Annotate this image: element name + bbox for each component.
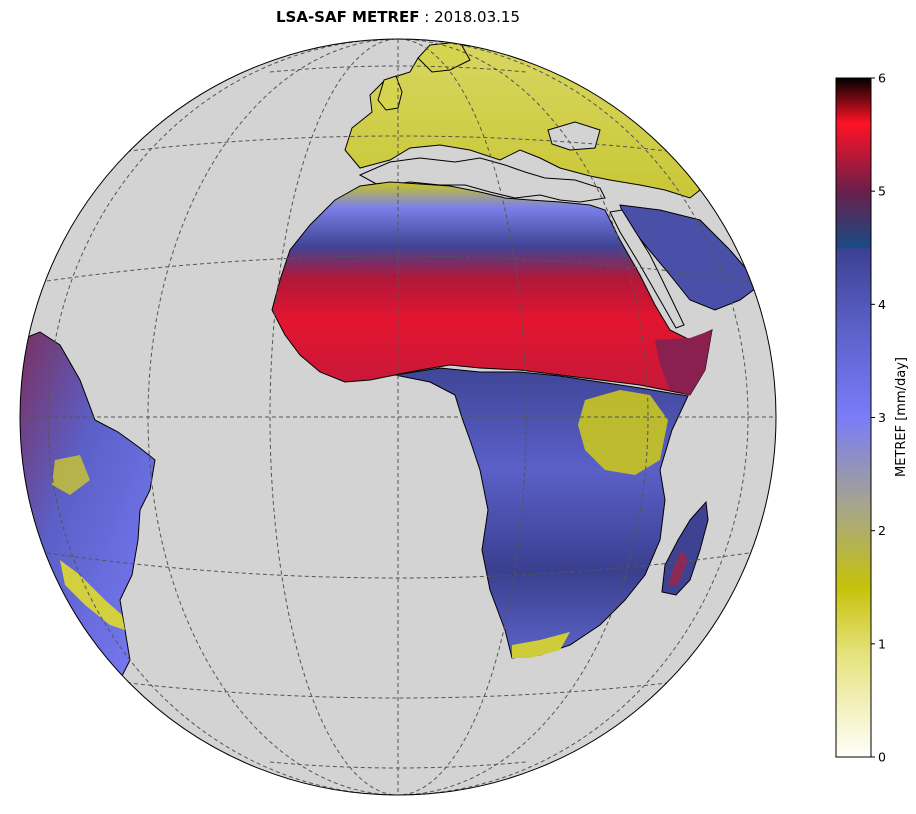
colorbar-tick-label: 0 [878,750,886,765]
black-sea [547,121,601,151]
red-sea [609,209,685,329]
east-africa-yellow-region [578,390,668,475]
gridlines [20,39,776,795]
title-product: LSA-SAF METREF [275,8,420,26]
colorbar-tick-label: 1 [878,636,886,651]
colorbar-tick-label: 3 [878,410,886,425]
colorbar-label: METREF [mm/day] [894,357,909,477]
british-isles [377,75,403,111]
horn-africa-region [655,330,712,395]
map-title: LSA-SAF METREF : 2018.03.15 [0,8,796,26]
madagascar-red-patch [668,550,688,585]
title-separator: : [419,8,435,26]
colorbar-tick-label: 6 [878,71,886,86]
colorbar-tick-label: 4 [878,297,886,312]
colorbar-bar [835,77,872,758]
south-america-amazon-yellow [52,455,90,495]
colorbar-tick-label: 5 [878,184,886,199]
cape-yellow-region [512,632,570,658]
colorbar-ticks: 0 1 2 3 4 5 6 [871,71,886,765]
globe-outline [19,38,777,796]
title-date: 2018.03.15 [434,8,520,26]
colorbar-tick-label: 2 [878,523,886,538]
south-america-yellow-band [60,560,125,630]
mediterranean-sea [358,157,606,203]
